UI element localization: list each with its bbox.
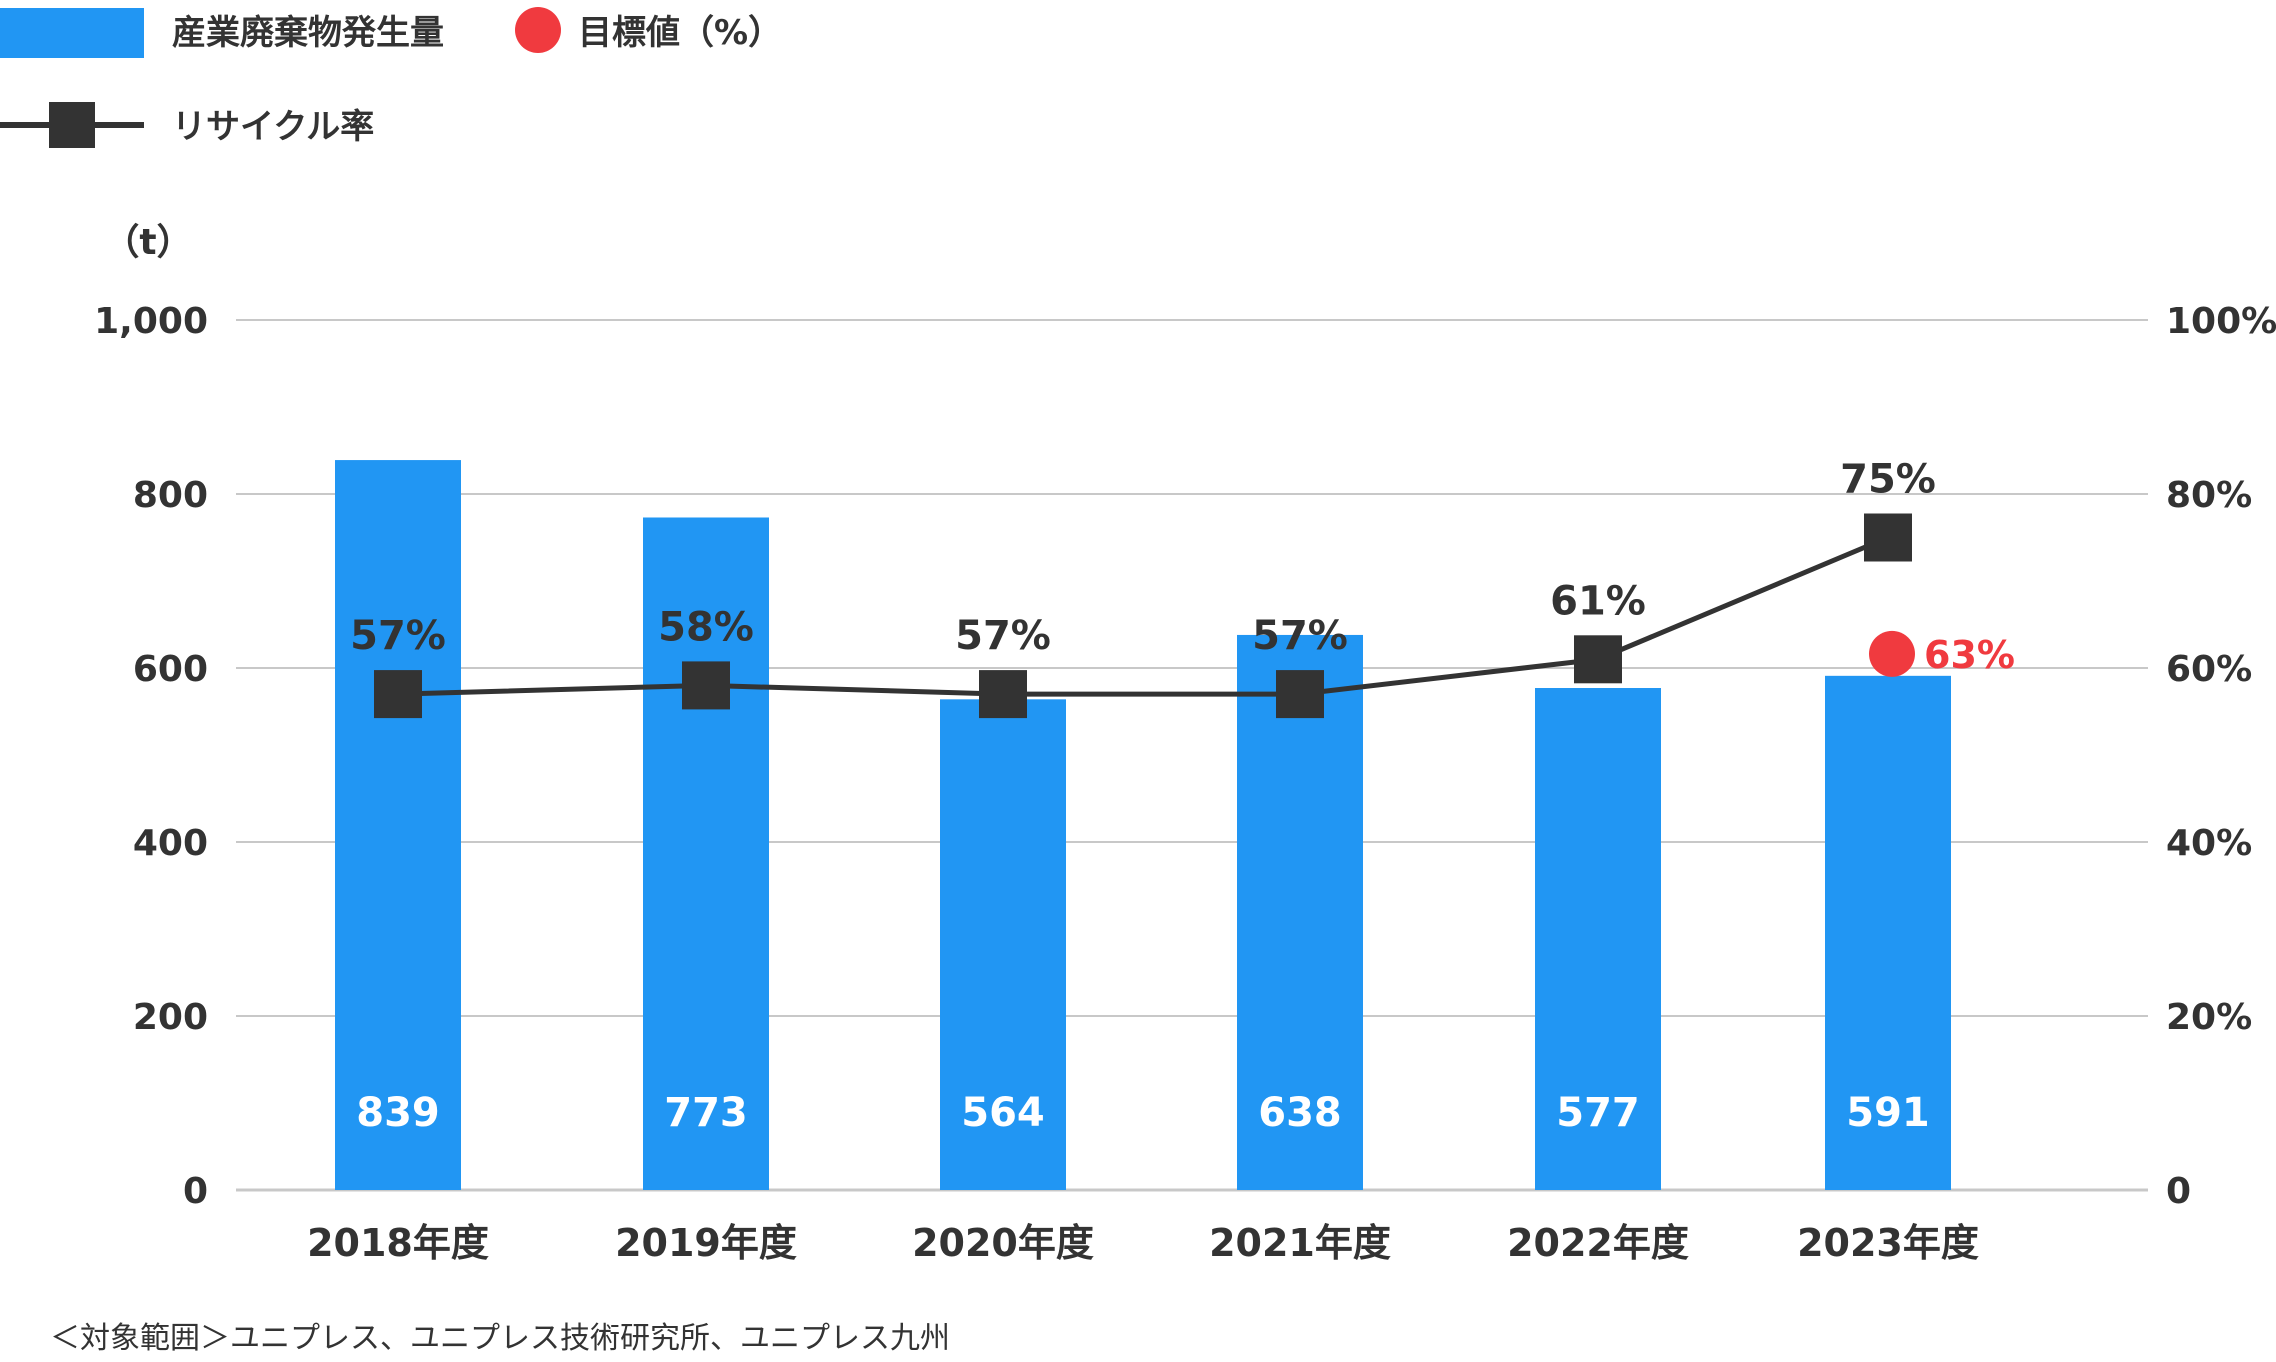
rate-value-label: 61%	[1550, 578, 1646, 624]
bar-value-label: 773	[664, 1090, 748, 1136]
rate-line	[397, 535, 1889, 697]
rate-marker	[1864, 513, 1912, 562]
left-tick-label: 400	[133, 823, 208, 864]
target-markers: 63%	[1869, 630, 2015, 677]
category-labels: 2018年度 2019年度 2020年度 2021年度 2022年度 2023年度	[307, 1221, 1979, 1265]
legend-target-label: 目標値（%）	[578, 13, 782, 53]
legend-line-marker	[49, 102, 95, 148]
left-axis-ticks: 0 200 400 600 800 1,000	[94, 301, 208, 1212]
grid-lines	[236, 319, 2148, 1192]
footnote: ＜対象範囲＞ユニプレス、ユニプレス技術研究所、ユニプレス九州	[50, 1321, 950, 1356]
left-axis-unit: （t）	[103, 222, 192, 263]
right-tick-label: 20%	[2166, 997, 2252, 1038]
bar	[1825, 675, 1951, 1190]
legend-bar-swatch	[0, 8, 144, 58]
target-value-label: 63%	[1924, 633, 2015, 677]
rate-marker	[979, 670, 1027, 719]
category-label: 2018年度	[307, 1221, 489, 1265]
right-tick-label: 60%	[2166, 649, 2252, 690]
bar	[940, 699, 1066, 1190]
category-label: 2023年度	[1797, 1221, 1979, 1265]
legend-bar-label: 産業廃棄物発生量	[172, 13, 444, 53]
left-tick-label: 800	[133, 475, 208, 516]
bar	[643, 517, 769, 1190]
category-label: 2019年度	[615, 1221, 797, 1265]
legend: 産業廃棄物発生量 目標値（%） リサイクル率	[0, 7, 782, 148]
bar-value-label: 638	[1258, 1090, 1342, 1136]
right-tick-label: 40%	[2166, 823, 2252, 864]
category-label: 2020年度	[912, 1221, 1094, 1265]
left-tick-label: 600	[133, 649, 208, 690]
rate-marker	[1276, 670, 1324, 719]
rate-marker	[374, 670, 422, 719]
rate-marker	[682, 661, 730, 710]
bar-value-label: 564	[961, 1090, 1045, 1136]
rate-value-label: 57%	[955, 613, 1051, 659]
right-tick-label: 0	[2166, 1171, 2191, 1212]
right-tick-label: 80%	[2166, 475, 2252, 516]
legend-target-swatch	[515, 7, 561, 53]
bar	[1535, 688, 1661, 1190]
bar-value-label: 591	[1846, 1090, 1930, 1136]
category-label: 2022年度	[1507, 1221, 1689, 1265]
legend-line-label: リサイクル率	[172, 107, 374, 147]
rate-marker	[1574, 635, 1622, 684]
target-marker	[1869, 630, 1915, 677]
left-tick-label: 1,000	[94, 301, 208, 342]
left-tick-label: 200	[133, 997, 208, 1038]
rate-value-label: 57%	[1252, 613, 1348, 659]
rate-value-label: 58%	[658, 604, 754, 650]
right-axis-ticks: 0 20% 40% 60% 80% 100%	[2166, 301, 2276, 1212]
rate-value-label: 57%	[350, 613, 446, 659]
bar-value-label: 839	[356, 1090, 440, 1136]
right-tick-label: 100%	[2166, 301, 2276, 342]
bar-value-label: 577	[1556, 1090, 1640, 1136]
left-tick-label: 0	[183, 1171, 208, 1212]
rate-value-label: 75%	[1840, 457, 1936, 503]
bar	[335, 460, 461, 1190]
recycle-rate-line: 57% 58% 57% 57% 61% 75%	[350, 457, 1936, 719]
bars: 839 773 564 638 577 591	[335, 460, 1951, 1190]
category-label: 2021年度	[1209, 1221, 1391, 1265]
bar	[1237, 634, 1363, 1190]
